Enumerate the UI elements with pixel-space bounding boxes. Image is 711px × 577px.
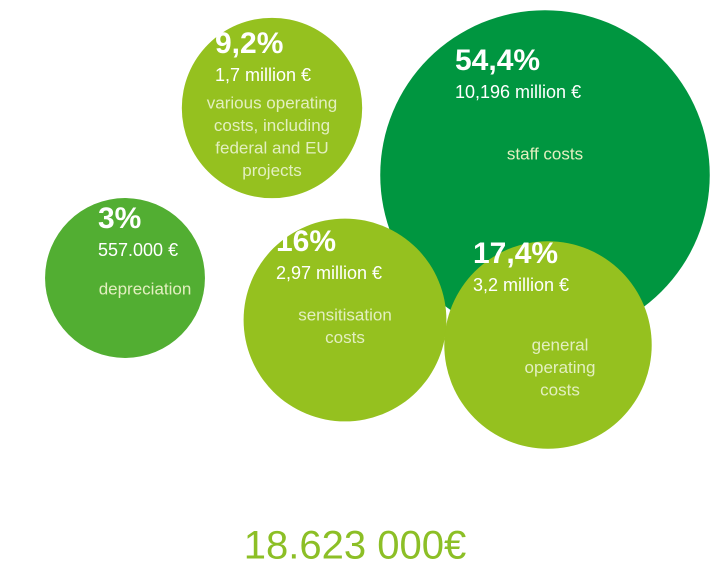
total: 18.623 000€: [244, 524, 466, 568]
bubble: [181, 17, 363, 199]
category-label: operating: [525, 358, 596, 377]
amount-label: 2,97 million €: [276, 263, 382, 283]
category-label: staff costs: [507, 144, 583, 163]
percent-label: 16%: [276, 225, 336, 258]
category-label: federal and EU: [215, 138, 328, 157]
category-label: costs, including: [214, 116, 330, 135]
bubble: [380, 10, 710, 340]
category-label: projects: [242, 161, 302, 180]
bubble: [243, 218, 447, 422]
percent-label: 17,4%: [473, 237, 558, 270]
category-label: various operating: [207, 93, 337, 112]
percent-label: 3%: [98, 202, 141, 235]
bubble: [444, 241, 652, 449]
amount-label: 3,2 million €: [473, 275, 569, 295]
category-label: costs: [325, 328, 365, 347]
percent-label: 54,4%: [455, 44, 540, 77]
percent-label: 9,2%: [215, 27, 283, 60]
category-label: general: [532, 335, 589, 354]
category-label: sensitisation: [298, 305, 392, 324]
amount-label: 557.000 €: [98, 240, 178, 260]
category-label: depreciation: [99, 279, 192, 298]
amount-label: 10,196 million €: [455, 82, 581, 102]
bubble: [45, 198, 205, 358]
amount-label: 1,7 million €: [215, 65, 311, 85]
category-label: costs: [540, 380, 580, 399]
